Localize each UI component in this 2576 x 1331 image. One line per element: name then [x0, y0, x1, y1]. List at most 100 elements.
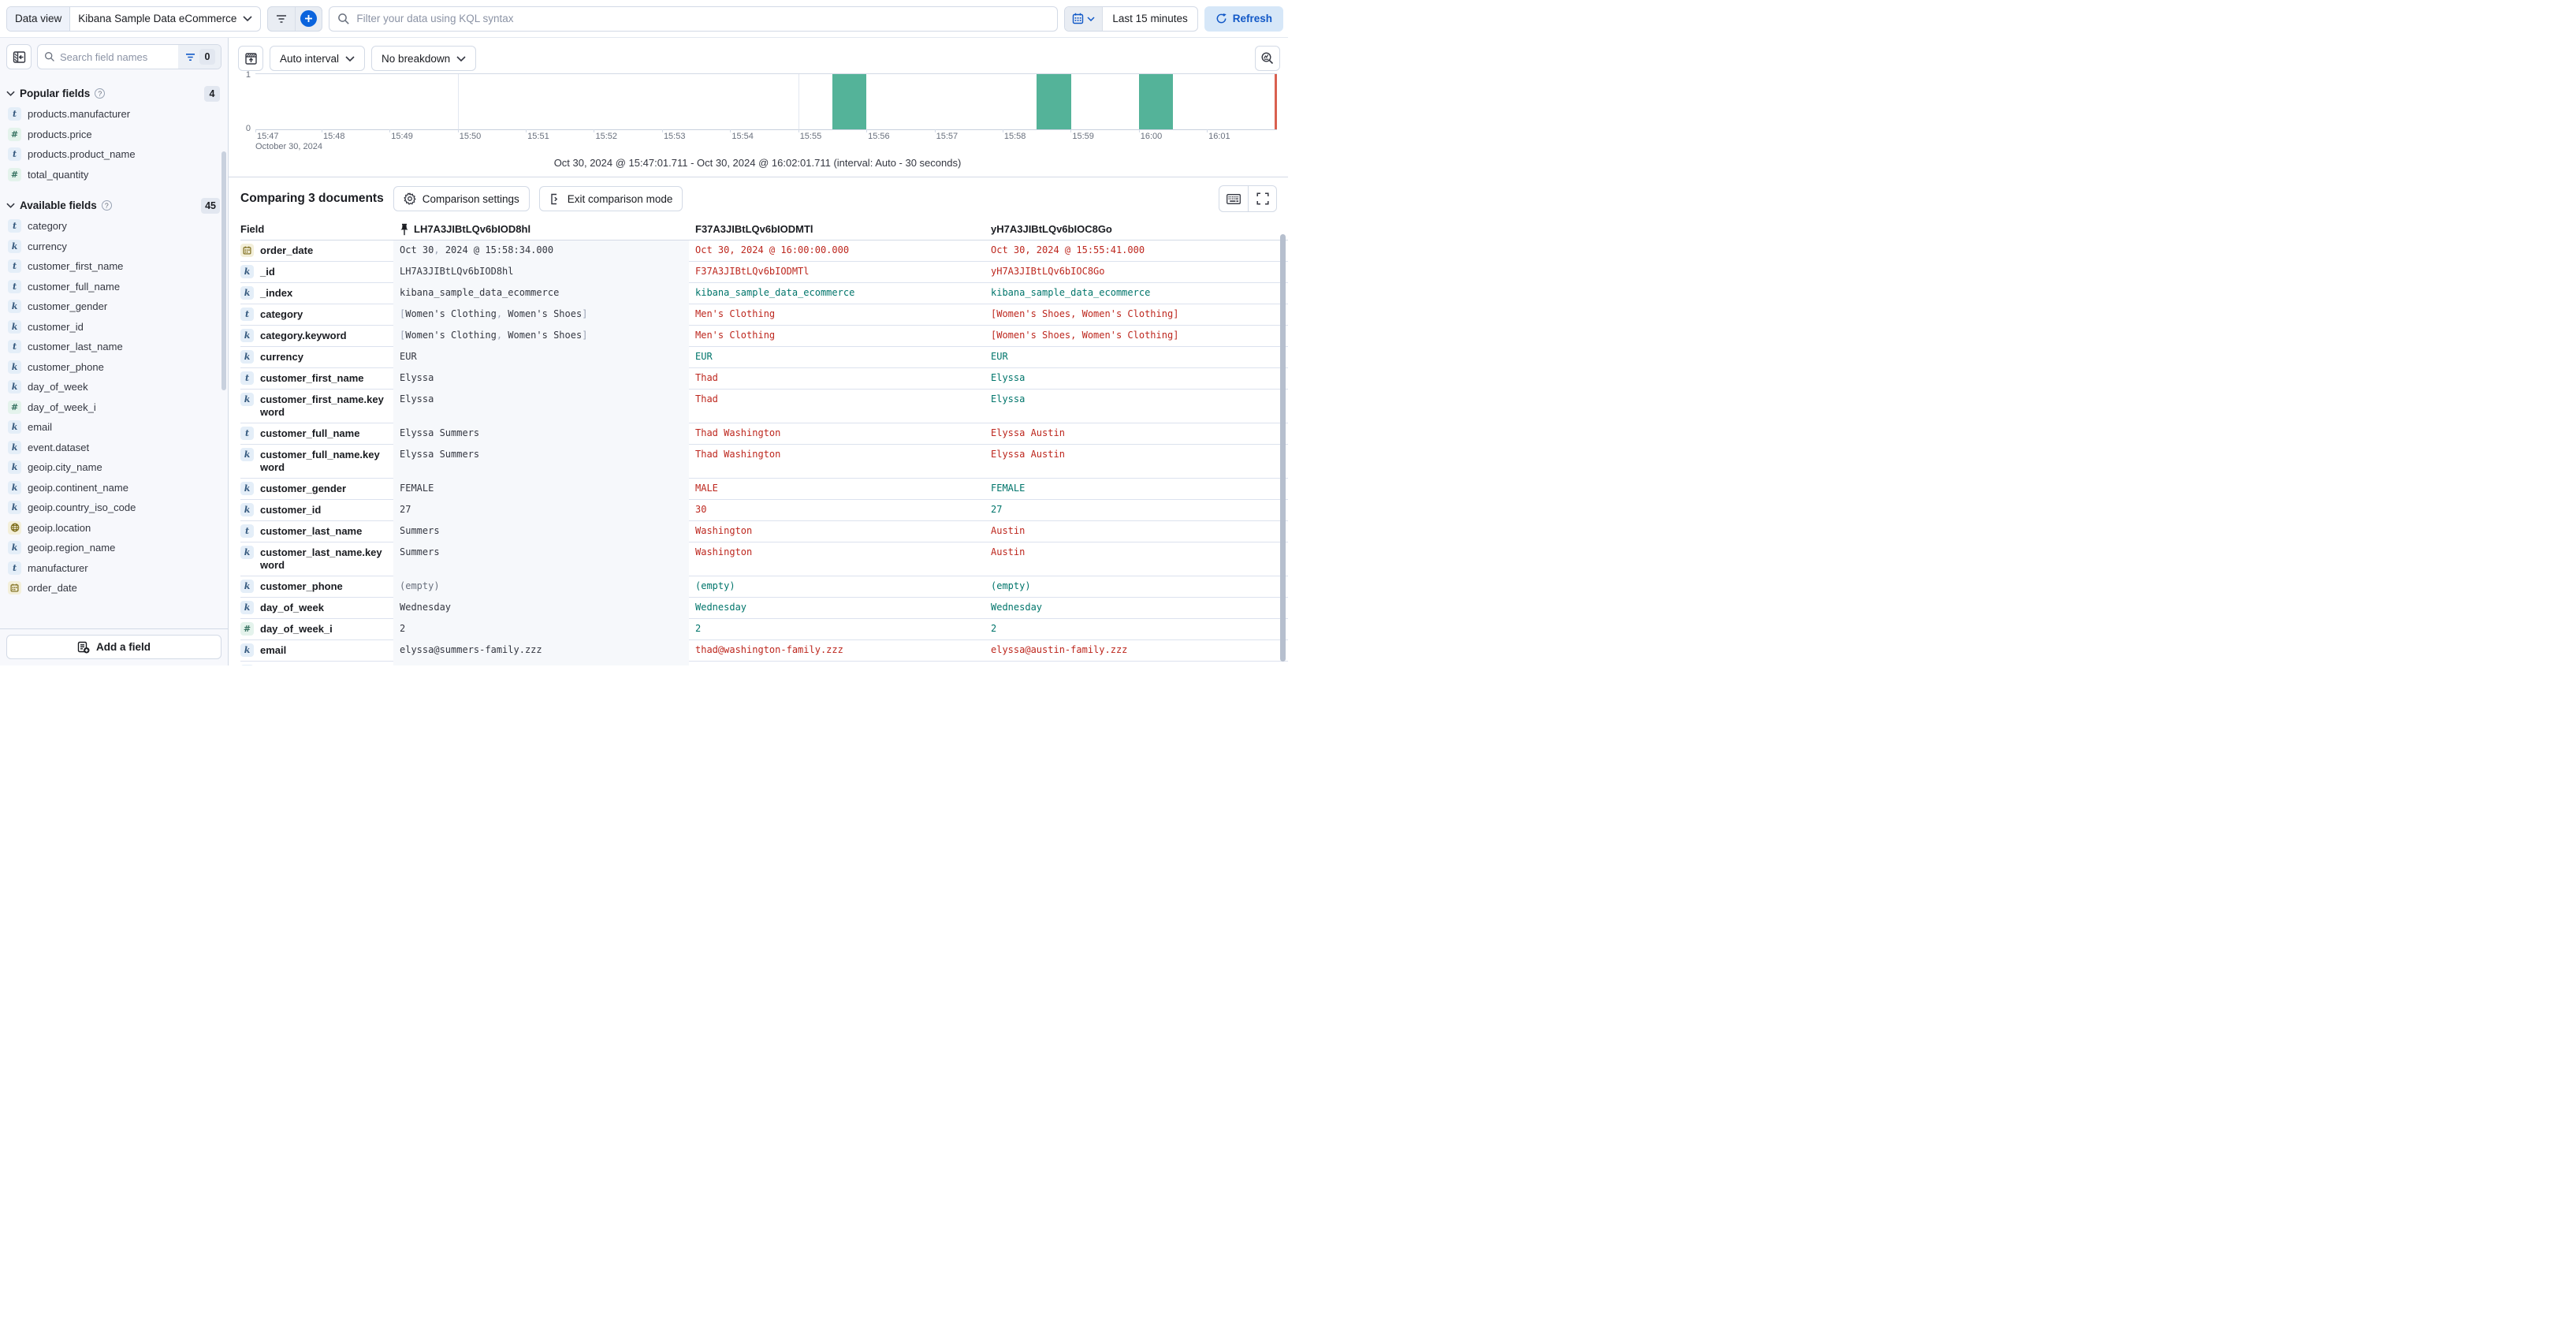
field-search-input[interactable]	[60, 50, 172, 63]
sidebar-field-item[interactable]: t customer_last_name	[6, 337, 220, 357]
chart-time-range-caption: Oct 30, 2024 @ 15:47:01.711 - Oct 30, 20…	[553, 157, 962, 169]
field-section-header[interactable]: Available fields 45	[6, 195, 220, 216]
sidebar-field-item[interactable]: k event.dataset	[6, 438, 220, 458]
sidebar-field-item[interactable]: t customer_first_name	[6, 256, 220, 277]
refresh-button[interactable]: Refresh	[1204, 6, 1283, 32]
comparison-doc-value: Men's Clothing	[695, 330, 776, 341]
sidebar-scrollbar[interactable]	[221, 151, 226, 390]
sidebar-field-item[interactable]: t customer_full_name	[6, 277, 220, 297]
keyword-field-icon: k	[8, 420, 21, 434]
base-doc-value: Elyssa Summers	[393, 423, 689, 444]
sidebar-field-item[interactable]: t products.manufacturer	[6, 104, 220, 125]
base-doc-value: FEMALE	[393, 479, 689, 499]
field-section-header[interactable]: Popular fields 4	[6, 83, 220, 104]
sidebar-field-item[interactable]: k geoip.city_name	[6, 457, 220, 478]
text-field-icon: t	[240, 308, 254, 321]
doc-column-header[interactable]: yH7A3JIBtLQv6bIOC8Go	[991, 223, 1112, 236]
axis-tick	[526, 129, 527, 132]
comparison-doc-value: EUR	[991, 351, 1008, 362]
date-field-icon	[240, 244, 254, 257]
comparison-doc-value: Wednesday	[991, 602, 1043, 613]
base-doc-value: Elyssa Summers	[393, 445, 689, 478]
sidebar-field-item[interactable]: k customer_id	[6, 317, 220, 337]
x-axis-labels: 15:47 15:48 15:49 15:50 15:51 15:52 15:53 15:54…	[255, 130, 1277, 141]
hide-chart-button[interactable]	[238, 46, 263, 71]
date-field-icon	[8, 581, 21, 595]
chevron-down-icon	[1087, 16, 1095, 21]
sidebar-field-item[interactable]: order_date	[6, 578, 220, 598]
field-name: _id	[260, 266, 275, 278]
comparison-doc-value: Elyssa	[991, 393, 1026, 405]
keyboard-shortcuts-button[interactable]	[1219, 186, 1248, 211]
sidebar-field-item[interactable]: k geoip.country_iso_code	[6, 498, 220, 518]
field-name: manufacturer	[28, 561, 88, 574]
pinned-doc-column-header[interactable]: LH7A3JIBtLQv6bIOD8hl	[393, 219, 689, 240]
sidebar-field-item[interactable]: t manufacturer	[6, 558, 220, 579]
field-filter-button[interactable]: 0	[178, 45, 221, 69]
interval-select[interactable]: Auto interval	[270, 46, 366, 71]
comparison-scrollbar[interactable]	[1280, 234, 1286, 662]
sidebar-field-item[interactable]: k geoip.continent_name	[6, 478, 220, 498]
edit-visualization-button[interactable]	[1255, 46, 1280, 71]
sidebar-field-item[interactable]: geoip.location	[6, 518, 220, 539]
comparison-settings-button[interactable]: Comparison settings	[393, 186, 530, 211]
data-view-picker[interactable]: Data view Kibana Sample Data eCommerce	[6, 6, 262, 32]
kql-search-input[interactable]	[356, 13, 1050, 24]
axis-tick	[934, 129, 936, 132]
axis-tick	[730, 129, 731, 132]
comparison-doc-value: F37A3JIBtLQv6bIODMTl	[695, 266, 810, 277]
text-field-icon: t	[8, 340, 21, 354]
keyword-field-icon: k	[240, 350, 254, 364]
fields-sidebar: 0 Popular fields 4 t products.manufacturer #…	[0, 38, 229, 666]
comparison-table-row: # day_of_week_i 2 2 2	[240, 619, 1288, 640]
histogram-chart: 1 0 15:47 15:48 15:49 15:50 15:51 15:52 15:53 1…	[238, 70, 1277, 169]
data-view-value: Kibana Sample Data eCommerce	[78, 13, 237, 24]
chart-plot-area	[255, 73, 1277, 132]
comparison-doc-value: Thad Washington	[695, 427, 781, 438]
date-picker-button[interactable]	[1065, 6, 1104, 31]
add-filter-button[interactable]	[295, 6, 322, 31]
time-range-value[interactable]: Last 15 minutes	[1103, 13, 1197, 24]
sidebar-field-item[interactable]: k email	[6, 417, 220, 438]
sidebar-field-item[interactable]: # day_of_week_i	[6, 397, 220, 418]
sidebar-field-item[interactable]: k customer_phone	[6, 357, 220, 378]
histogram-bar[interactable]	[1139, 74, 1174, 129]
field-cell: t category	[240, 304, 393, 325]
sidebar-field-item[interactable]: # total_quantity	[6, 165, 220, 185]
exit-comparison-button[interactable]: Exit comparison mode	[538, 186, 683, 211]
text-field-icon: t	[8, 219, 21, 233]
sidebar-field-item[interactable]: k geoip.region_name	[6, 538, 220, 558]
sidebar-field-item[interactable]: # products.price	[6, 125, 220, 145]
keyword-field-icon: k	[240, 286, 254, 300]
field-cell: k customer_last_name.keyword	[240, 542, 393, 576]
collapse-sidebar-button[interactable]	[6, 44, 32, 69]
keyword-field-icon: k	[240, 503, 254, 516]
base-doc-value: EUR	[393, 347, 689, 367]
histogram-bar[interactable]	[1037, 74, 1071, 129]
field-name: order_date	[260, 244, 314, 256]
add-field-button[interactable]: Add a field	[6, 635, 221, 659]
breakdown-select[interactable]: No breakdown	[371, 46, 477, 71]
axis-tick	[389, 129, 391, 132]
field-name: customer_first_name	[260, 372, 364, 384]
sidebar-field-item[interactable]: t category	[6, 216, 220, 237]
saved-query-filter-button[interactable]	[268, 7, 295, 31]
search-icon	[44, 51, 55, 62]
histogram-bar[interactable]	[832, 74, 867, 129]
doc-column-header[interactable]: F37A3JIBtLQv6bIODMTl	[695, 223, 813, 236]
sidebar-field-item[interactable]: k currency	[6, 237, 220, 257]
fullscreen-button[interactable]	[1248, 186, 1276, 211]
sidebar-field-item[interactable]: k day_of_week	[6, 377, 220, 397]
add-field-label: Add a field	[95, 641, 151, 653]
x-axis-tick-label: 15:54	[731, 132, 754, 141]
field-section-label: Popular fields	[20, 88, 91, 99]
comparison-table-row: k email elyssa@summers-family.zzz thad@wash…	[240, 640, 1288, 662]
kql-search-bar[interactable]	[329, 6, 1059, 32]
sidebar-field-item[interactable]: k customer_gender	[6, 296, 220, 317]
comparison-doc-value: Men's Clothing	[695, 308, 776, 319]
sidebar-field-item[interactable]: t products.product_name	[6, 144, 220, 165]
number-field-icon: #	[240, 622, 254, 636]
base-doc-value: Oct 30, 2024 @ 15:58:34.000	[393, 240, 689, 261]
field-name: customer_full_name	[260, 427, 360, 439]
field-name: day_of_week_i	[260, 623, 333, 635]
